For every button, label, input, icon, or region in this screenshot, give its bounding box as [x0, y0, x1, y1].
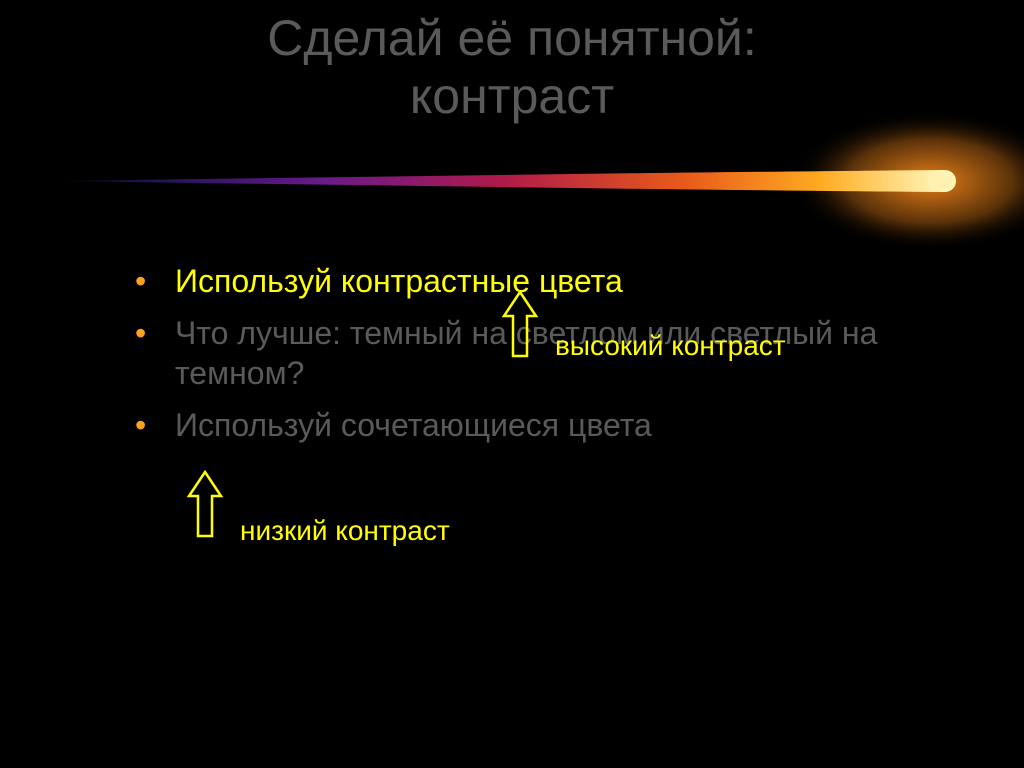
title-line-1: Сделай её понятной:	[267, 10, 756, 66]
title-line-2: контраст	[410, 68, 614, 124]
annotation-label: высокий контраст	[555, 330, 786, 362]
comet-core	[928, 172, 956, 190]
bullet-item-1: Используй контрастные цвета	[135, 261, 955, 301]
bullet-item-3: Используй сочетающиеся цвета	[135, 405, 955, 445]
comet-bar	[50, 170, 956, 192]
bullet-text: Используй контрастные цвета	[175, 263, 623, 299]
slide: Сделай её понятной: контраст	[0, 0, 1024, 768]
arrow-up-icon	[185, 470, 225, 540]
bullet-text: Используй сочетающиеся цвета	[175, 407, 652, 443]
comet-divider	[50, 170, 970, 192]
bullet-item-2: Что лучше: темный на светлом или светлый…	[135, 313, 955, 393]
annotation-label: низкий контраст	[240, 515, 450, 547]
arrow-up-icon	[500, 290, 540, 360]
slide-title: Сделай её понятной: контраст	[0, 10, 1024, 125]
